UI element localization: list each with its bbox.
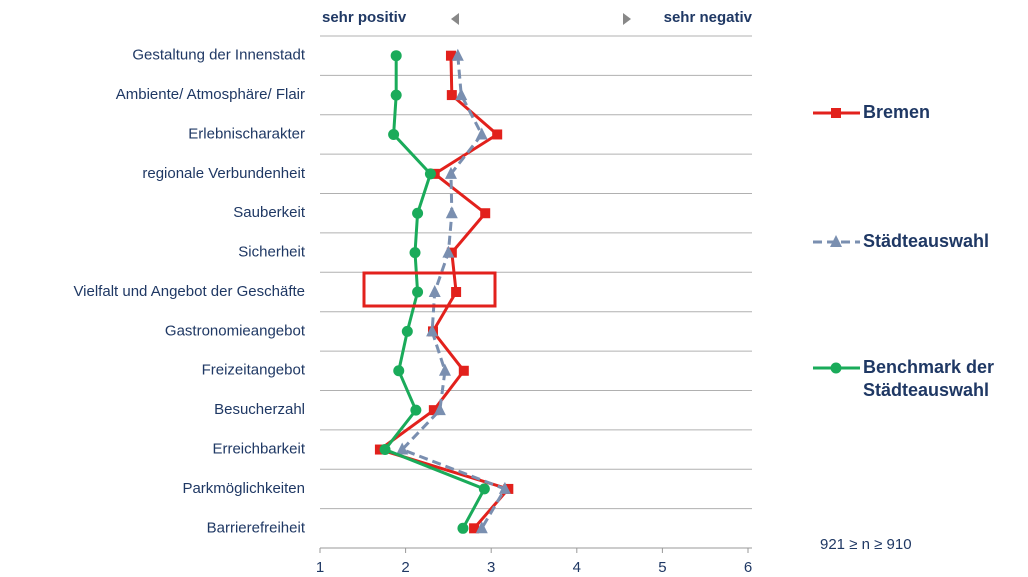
marker [410,404,422,416]
marker [458,365,469,376]
category-label: Erlebnischarakter [188,125,305,142]
marker [498,481,511,494]
legend-label: Städteauswahl [863,231,990,251]
highlight-box [362,271,497,308]
grid [319,35,752,553]
marker [480,208,491,219]
marker [428,285,441,297]
marker [393,365,405,377]
label-left: sehr positiv [322,9,407,26]
marker [433,403,446,416]
marker [445,50,456,61]
marker [426,324,439,337]
x-tick-label: 3 [487,559,495,576]
category-label: Sicherheit [238,244,306,261]
marker [475,521,488,534]
category-label: Erreichbarkeit [212,441,305,458]
marker [478,483,490,495]
category-label: Gastronomieangebot [165,322,306,339]
legend-item: Bremen [863,102,931,122]
x-tick-label: 6 [744,559,752,576]
category-label: regionale Verbundenheit [142,165,305,182]
marker [492,129,503,140]
arrow-right [623,13,631,25]
marker [396,442,409,455]
marker [388,128,400,140]
marker [445,206,458,219]
legend-item: Benchmark der Städteauswahl [863,357,995,400]
marker [401,325,413,337]
marker [412,207,424,219]
marker [455,88,468,101]
marker [442,245,455,258]
marker [438,363,451,376]
category-label: Vielfalt und Angebot der Geschäfte [73,283,305,300]
category-label: Barrierefreiheit [207,519,306,536]
marker [451,48,464,61]
marker [451,287,462,297]
series-group [374,48,842,534]
marker [475,127,488,140]
legend-label: Bremen [863,102,931,122]
marker [390,50,402,62]
marker [444,166,457,179]
marker [409,247,421,259]
x-tick-label: 4 [573,559,581,576]
x-tick-label: 1 [316,559,324,576]
label-right: sehr negativ [664,9,753,26]
series-line [376,55,511,530]
marker [390,89,402,101]
legend-label: Benchmark der Städteauswahl [863,357,995,400]
x-tick-label: 5 [658,559,666,576]
x-tick-label: 2 [401,559,409,576]
category-label: Parkmöglichkeiten [182,480,305,497]
marker [469,523,480,534]
category-label: Gestaltung der Innenstadt [132,47,305,64]
category-label: Ambiente/ Atmosphäre/ Flair [116,86,305,103]
category-label: Freizeitangebot [202,362,306,379]
legend-item: Städteauswahl [863,231,990,251]
marker [446,90,457,101]
marker [412,286,424,298]
marker [424,168,436,180]
arrow-left [451,13,459,25]
category-label: Besucherzahl [214,401,305,418]
category-label: Sauberkeit [233,204,306,221]
marker [379,444,391,456]
annotation: 921 ≥ n ≥ 910 [820,536,912,553]
marker [457,522,469,534]
marker [428,405,439,416]
